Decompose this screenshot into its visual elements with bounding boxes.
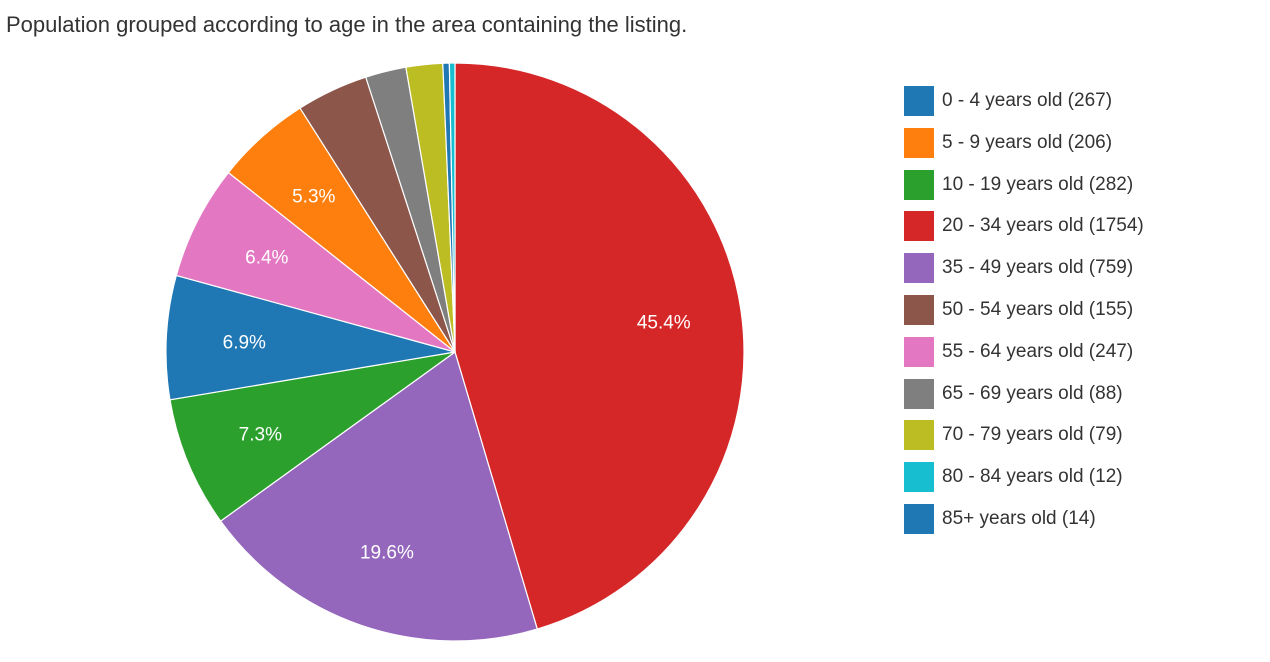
slice-percent-label: 6.4%	[245, 248, 288, 269]
legend-label: 35 - 49 years old (759)	[942, 257, 1134, 279]
legend-swatch	[904, 294, 934, 325]
slice-percent-label: 19.6%	[360, 543, 414, 564]
chart-title: Population grouped according to age in t…	[6, 12, 688, 37]
pie-slice-20-34-years-old	[454, 62, 745, 630]
slice-percent-label: 6.9%	[223, 332, 266, 353]
pie-slice-55-64-years-old	[175, 171, 456, 353]
legend-label: 55 - 64 years old (247)	[942, 340, 1134, 362]
legend-swatch	[904, 503, 934, 534]
slice-percent-label: 5.3%	[292, 186, 335, 207]
legend-label: 10 - 19 years old (282)	[942, 173, 1134, 195]
legend-item: 85+ years old (14)	[904, 503, 1144, 534]
legend-label: 50 - 54 years old (155)	[942, 298, 1134, 320]
legend-swatch	[904, 378, 934, 409]
pie-slice-35-49-years-old	[219, 351, 539, 642]
legend-swatch	[904, 169, 934, 200]
legend-swatch	[904, 86, 934, 116]
legend-label: 80 - 84 years old (12)	[942, 466, 1123, 488]
legend-item: 5 - 9 years old (206)	[904, 127, 1144, 158]
pie-slice-0-4-years-old	[165, 274, 456, 401]
pie-slice-80-84-years-old	[448, 62, 456, 353]
legend-swatch	[904, 420, 934, 451]
legend-swatch	[904, 336, 934, 367]
legend-item: 70 - 79 years old (79)	[904, 420, 1144, 451]
legend-label: 5 - 9 years old (206)	[942, 131, 1113, 153]
legend-label: 0 - 4 years old (267)	[942, 90, 1113, 111]
legend-item: 65 - 69 years old (88)	[904, 378, 1144, 409]
legend-item: 55 - 64 years old (247)	[904, 336, 1144, 367]
legend-swatch	[904, 253, 934, 284]
slice-percent-label: 7.3%	[239, 424, 282, 445]
pie-slice-10-19-years-old	[169, 351, 456, 522]
legend-item: 35 - 49 years old (759)	[904, 253, 1144, 284]
slice-percent-label: 45.4%	[637, 313, 691, 334]
legend-item: 10 - 19 years old (282)	[904, 169, 1144, 200]
legend-item: 50 - 54 years old (155)	[904, 294, 1144, 325]
legend-swatch	[904, 462, 934, 493]
legend-item: 20 - 34 years old (1754)	[904, 211, 1144, 242]
legend-label: 70 - 79 years old (79)	[942, 424, 1123, 446]
legend-swatch	[904, 211, 934, 242]
legend: 0 - 4 years old (267) 5 - 9 years old (20…	[904, 86, 1144, 546]
legend-label: 65 - 69 years old (88)	[942, 382, 1123, 404]
legend-swatch	[904, 127, 934, 158]
legend-item: 80 - 84 years old (12)	[904, 462, 1144, 493]
legend-label: 20 - 34 years old (1754)	[942, 215, 1144, 237]
legend-label: 85+ years old (14)	[942, 507, 1096, 529]
legend-item: 0 - 4 years old (267)	[904, 86, 1144, 116]
